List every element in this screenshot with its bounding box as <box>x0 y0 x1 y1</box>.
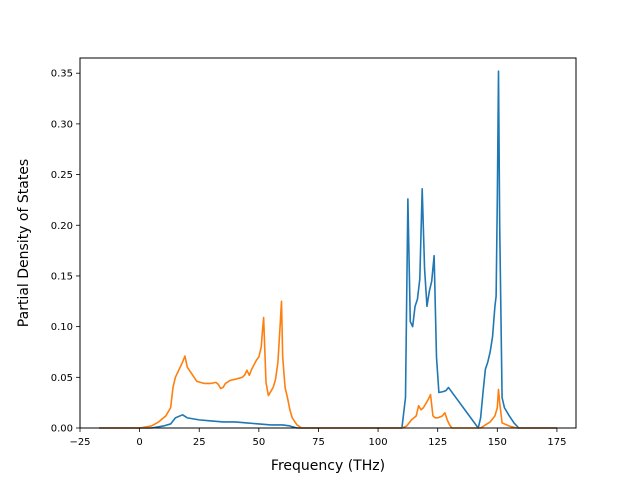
x-tick-label: 175 <box>547 437 566 448</box>
y-tick-label: 0.00 <box>51 424 73 435</box>
y-tick-label: 0.05 <box>51 373 73 384</box>
x-axis-label: Frequency (THz) <box>271 458 385 474</box>
x-tick-label: 50 <box>252 437 265 448</box>
y-tick-label: 0.30 <box>51 119 73 130</box>
y-tick-label: 0.10 <box>51 322 73 333</box>
x-tick-label: 75 <box>312 437 325 448</box>
x-tick-label: 25 <box>193 437 206 448</box>
y-tick-label: 0.25 <box>51 170 73 181</box>
axes-frame <box>79 57 577 429</box>
y-axis-ticks: 0.00 0.05 0.10 0.15 0.20 0.25 0.30 0.35 <box>51 69 80 435</box>
x-tick-label: 150 <box>488 437 507 448</box>
series-line-1 <box>99 70 557 429</box>
x-tick-label: 100 <box>369 437 388 448</box>
series-line-2 <box>99 300 557 429</box>
plot-background <box>80 58 576 428</box>
y-axis-label: Partial Density of States <box>16 159 32 327</box>
axes-spines <box>79 57 577 429</box>
x-tick-label: −25 <box>69 437 90 448</box>
y-tick-label: 0.15 <box>51 271 73 282</box>
x-axis-ticks: −25 0 25 50 75 100 125 150 175 <box>69 428 566 448</box>
x-tick-label: 125 <box>428 437 447 448</box>
y-tick-label: 0.20 <box>51 221 73 232</box>
series-layer <box>99 70 557 429</box>
y-tick-label: 0.35 <box>51 69 73 80</box>
x-tick-label: 0 <box>136 437 142 448</box>
